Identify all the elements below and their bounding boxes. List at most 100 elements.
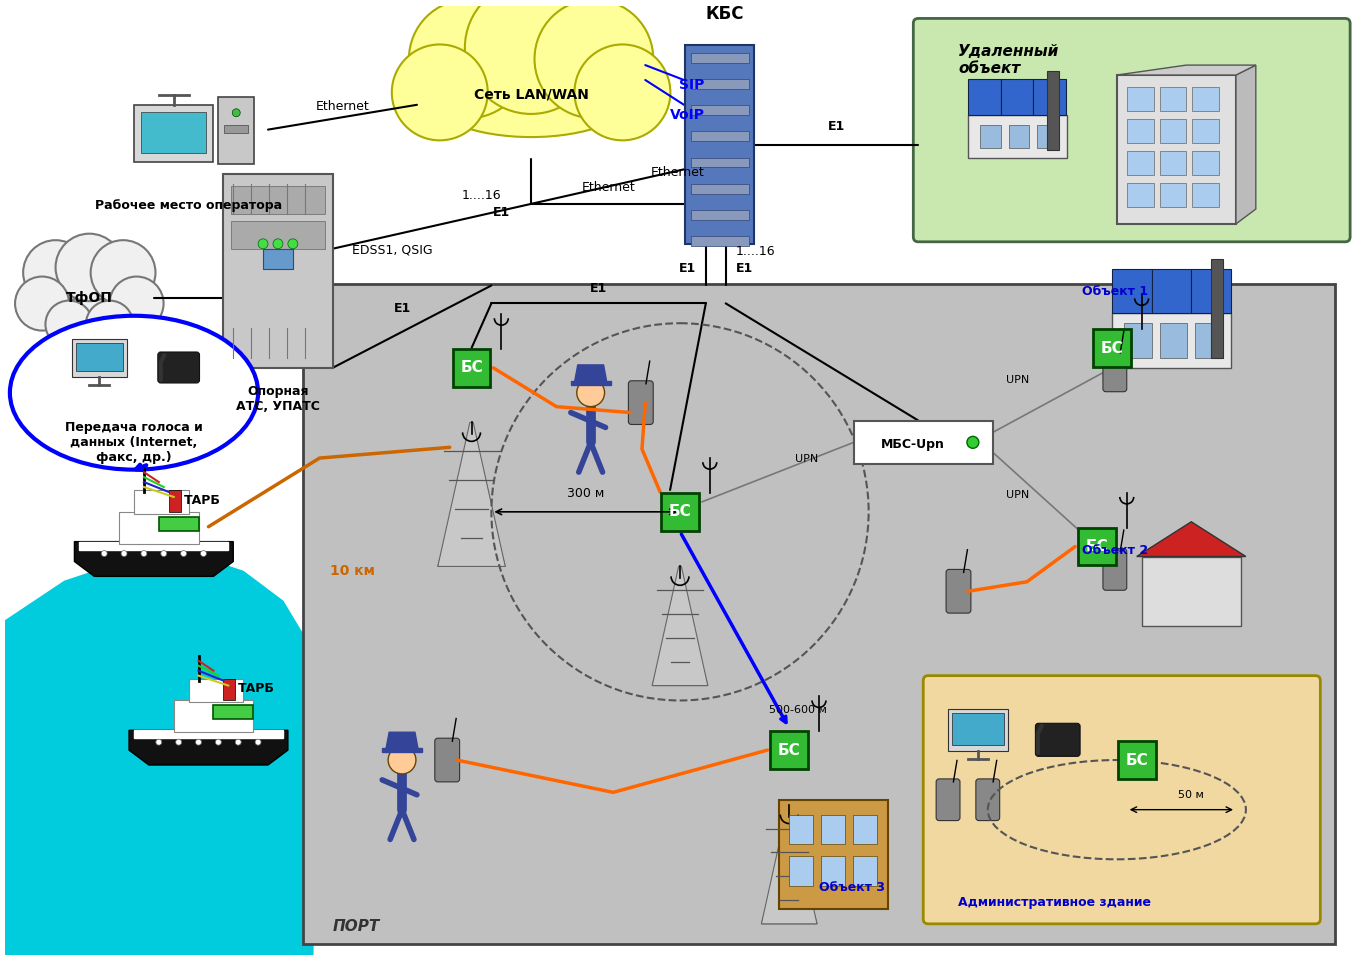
FancyBboxPatch shape: [789, 857, 814, 886]
FancyBboxPatch shape: [1127, 184, 1153, 207]
Circle shape: [465, 0, 597, 114]
Circle shape: [195, 739, 202, 745]
FancyBboxPatch shape: [1103, 350, 1127, 392]
FancyBboxPatch shape: [134, 105, 214, 163]
Polygon shape: [134, 490, 188, 513]
Circle shape: [86, 300, 134, 348]
Text: 1....16: 1....16: [462, 189, 502, 202]
Circle shape: [56, 233, 123, 301]
FancyBboxPatch shape: [224, 174, 333, 368]
Circle shape: [236, 739, 241, 745]
Text: Ethernet: Ethernet: [316, 99, 369, 113]
FancyBboxPatch shape: [303, 284, 1336, 944]
Text: Рабочее место оператора: Рабочее место оператора: [95, 199, 282, 212]
FancyBboxPatch shape: [1103, 549, 1127, 590]
FancyBboxPatch shape: [263, 249, 293, 269]
Polygon shape: [1116, 65, 1255, 75]
FancyBboxPatch shape: [789, 815, 814, 844]
Circle shape: [45, 300, 93, 348]
Text: 10 км: 10 км: [330, 564, 375, 578]
Text: Опорная
АТС, УПАТС: Опорная АТС, УПАТС: [236, 384, 320, 413]
Polygon shape: [762, 805, 816, 923]
Ellipse shape: [10, 315, 258, 469]
Text: E1: E1: [492, 206, 510, 219]
Polygon shape: [188, 679, 243, 703]
Polygon shape: [1033, 79, 1066, 115]
Polygon shape: [169, 490, 181, 511]
Circle shape: [215, 739, 221, 745]
Polygon shape: [5, 651, 312, 955]
FancyBboxPatch shape: [691, 236, 748, 246]
Polygon shape: [762, 822, 816, 923]
Circle shape: [273, 239, 284, 249]
Text: ТАРБ: ТАРБ: [239, 683, 275, 696]
FancyBboxPatch shape: [1036, 724, 1079, 756]
Text: МБС-Upn: МБС-Upn: [882, 438, 946, 451]
FancyBboxPatch shape: [1116, 75, 1236, 224]
Polygon shape: [382, 749, 423, 752]
Polygon shape: [1152, 269, 1191, 314]
Polygon shape: [75, 542, 233, 576]
Circle shape: [121, 551, 127, 556]
Text: 300 м: 300 м: [567, 487, 604, 500]
Circle shape: [109, 276, 164, 331]
FancyBboxPatch shape: [691, 132, 748, 141]
Text: UPN: UPN: [796, 454, 819, 465]
Text: EDSS1, QSIG: EDSS1, QSIG: [352, 244, 432, 257]
Text: Ethernet: Ethernet: [652, 165, 705, 179]
Text: БС: БС: [1085, 539, 1108, 554]
Text: Ethernet: Ethernet: [582, 181, 635, 194]
Polygon shape: [575, 365, 607, 380]
Polygon shape: [134, 730, 284, 738]
FancyBboxPatch shape: [691, 54, 748, 63]
Circle shape: [181, 551, 187, 556]
FancyBboxPatch shape: [951, 713, 1003, 745]
FancyBboxPatch shape: [1160, 323, 1187, 358]
FancyBboxPatch shape: [913, 18, 1351, 242]
Text: БС: БС: [669, 505, 691, 519]
Polygon shape: [386, 732, 418, 749]
Polygon shape: [653, 584, 707, 685]
Ellipse shape: [35, 268, 143, 330]
FancyBboxPatch shape: [821, 857, 845, 886]
FancyBboxPatch shape: [72, 339, 127, 377]
Text: ТАРБ: ТАРБ: [184, 494, 221, 507]
FancyBboxPatch shape: [1160, 151, 1186, 175]
Circle shape: [15, 276, 70, 331]
Circle shape: [288, 239, 297, 249]
FancyBboxPatch shape: [770, 731, 808, 769]
Text: ПОРТ: ПОРТ: [333, 919, 380, 934]
Text: E1: E1: [736, 262, 752, 275]
Text: Передача голоса и
данных (Internet,
факс, др.): Передача голоса и данных (Internet, факс…: [65, 421, 203, 464]
Circle shape: [101, 551, 108, 556]
Text: Административное здание: Административное здание: [958, 896, 1150, 909]
FancyBboxPatch shape: [1160, 87, 1186, 111]
FancyBboxPatch shape: [1047, 71, 1059, 150]
FancyBboxPatch shape: [1212, 259, 1223, 358]
Text: UPN: UPN: [1006, 375, 1029, 384]
FancyBboxPatch shape: [1037, 124, 1058, 148]
FancyBboxPatch shape: [1127, 119, 1153, 142]
FancyBboxPatch shape: [691, 184, 748, 193]
Text: Объект 3: Объект 3: [819, 881, 885, 894]
Text: БС: БС: [778, 743, 800, 757]
FancyBboxPatch shape: [1127, 151, 1153, 175]
FancyBboxPatch shape: [1193, 184, 1219, 207]
Polygon shape: [5, 552, 312, 955]
Circle shape: [161, 551, 166, 556]
FancyBboxPatch shape: [691, 105, 748, 116]
Circle shape: [574, 44, 671, 141]
Text: Удаленный
объект: Удаленный объект: [958, 44, 1059, 76]
Circle shape: [91, 240, 155, 305]
FancyBboxPatch shape: [232, 186, 324, 214]
Text: Сеть LAN/WAN: Сеть LAN/WAN: [474, 88, 589, 102]
Text: VoIP: VoIP: [669, 108, 705, 121]
Text: Объект 2: Объект 2: [1082, 544, 1148, 556]
Circle shape: [388, 746, 416, 774]
Polygon shape: [1137, 522, 1246, 556]
Text: Объект 1: Объект 1: [1082, 286, 1148, 298]
FancyBboxPatch shape: [1112, 314, 1231, 368]
Text: 50 м: 50 м: [1179, 790, 1205, 800]
Polygon shape: [438, 423, 506, 567]
FancyBboxPatch shape: [853, 857, 876, 886]
